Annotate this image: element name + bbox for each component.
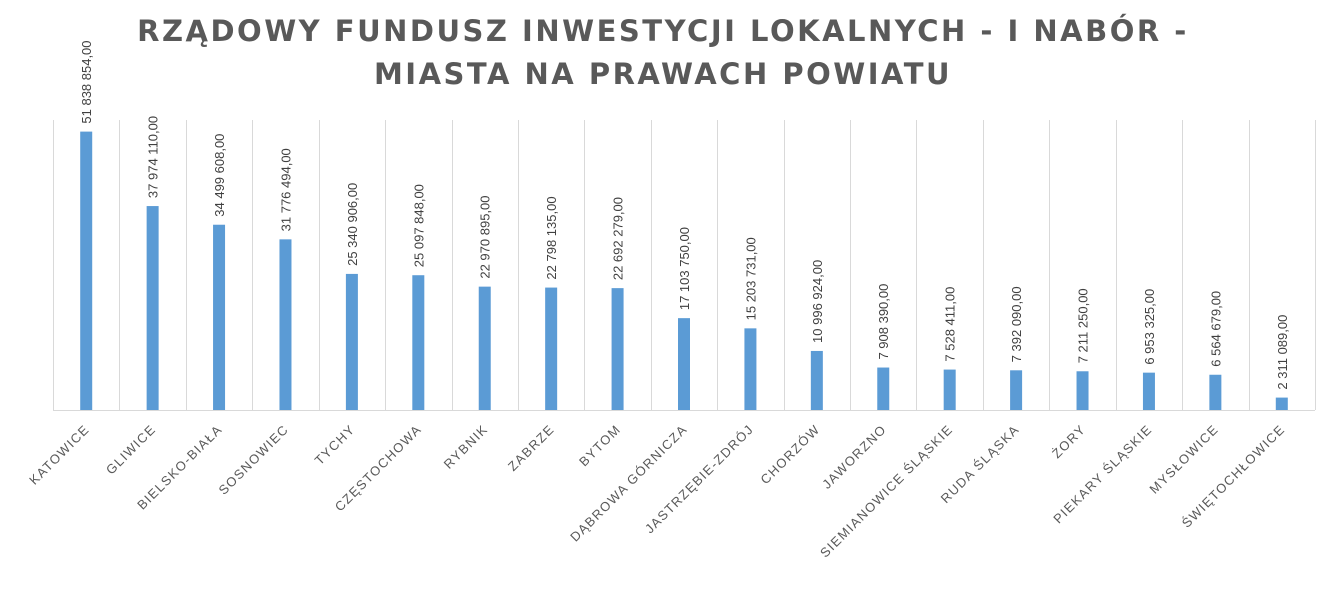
bar [1209,374,1222,410]
data-label: 6 953 325,00 [1142,289,1157,365]
category-tick-label: SIEMIANOWICE ŚLĄSKIE [817,422,956,561]
category-tick-label: ŻORY [1049,422,1089,462]
category-tick-label: ZABRZE [505,422,557,474]
data-label: 7 392 090,00 [1009,286,1024,362]
bar [1275,397,1288,410]
gridlines [53,120,1316,410]
category-tick-label: GLIWICE [103,422,159,478]
bar [943,369,956,410]
chart-title-line-2: MIASTA NA PRAWACH POWIATU [373,57,953,91]
category-tick-label: JASTRZĘBIE-ZDRÓJ [642,422,757,537]
data-label: 10 996 924,00 [810,260,825,343]
category-tick-label: SOSNOWIEC [216,422,292,498]
data-label: 22 798 135,00 [544,196,559,279]
bar [810,350,823,410]
data-label: 7 211 250,00 [1076,288,1091,363]
data-label: 22 692 279,00 [611,197,626,280]
category-tick-label: DĄBROWA GÓRNICZA [567,422,690,545]
bar [877,367,890,410]
category-tick-label: JAWORZNO [819,422,889,492]
bar [545,287,558,410]
data-label: 31 776 494,00 [278,148,293,231]
category-tick-label: TYCHY [312,422,358,468]
category-tick-label: RYBNIK [441,422,491,472]
category-tick-label: CHORZÓW [757,422,823,488]
bar [146,206,159,410]
bar [345,273,358,410]
bars [80,131,1288,411]
data-label: 15 203 731,00 [743,237,758,320]
bar [478,286,491,410]
bar [611,288,624,410]
category-tick-label: MYSŁOWICE [1146,422,1221,497]
category-tick-label: BYTOM [576,422,624,470]
data-label: 22 970 895,00 [478,195,493,278]
bar [1010,370,1023,410]
bar [412,275,425,410]
bar [1076,371,1089,410]
bar [678,318,690,410]
bar [1142,372,1155,410]
data-label: 34 499 608,00 [212,134,227,217]
data-label: 6 564 679,00 [1208,291,1223,367]
bar [744,328,757,410]
data-label: 7 528 411,00 [943,287,958,362]
category-tick-label: KATOWICE [26,422,92,488]
bar [80,131,93,411]
chart-title: RZĄDOWY FUNDUSZ INWESTYCJI LOKALNYCH - I… [0,10,1326,96]
data-label: 2 311 089,00 [1275,315,1290,390]
bar [279,239,292,410]
data-labels: 51 838 854,00 37 974 110,00 34 499 608,00 3… [79,40,1290,389]
data-label: 51 838 854,00 [79,40,94,123]
data-label: 25 340 906,00 [345,183,360,266]
data-label: 37 974 110,00 [146,116,161,198]
data-label: 25 097 848,00 [411,184,426,267]
data-label: 17 103 750,00 [677,227,692,310]
data-label: 7 908 390,00 [876,284,891,360]
chart-title-line-1: RZĄDOWY FUNDUSZ INWESTYCJI LOKALNYCH - I… [137,14,1189,48]
bar [213,224,226,410]
